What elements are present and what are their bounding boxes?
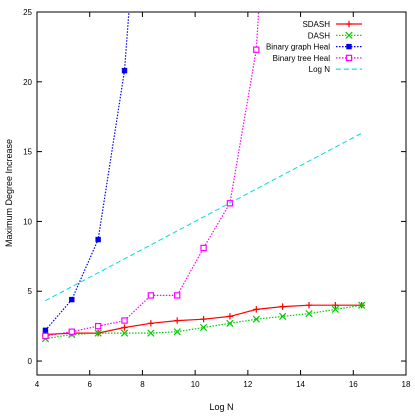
data-point <box>279 303 286 310</box>
y-tick-label: 15 <box>23 148 32 157</box>
data-point <box>253 306 260 313</box>
data-point <box>121 317 128 324</box>
x-tick-label: 8 <box>140 380 145 389</box>
series-line <box>44 12 130 331</box>
legend-label: Binary tree Heal <box>273 54 331 63</box>
legend-label: Binary graph Heal <box>266 43 330 52</box>
data-point <box>200 244 207 252</box>
data-point <box>147 329 155 337</box>
data-point <box>69 296 75 303</box>
data-point <box>120 329 129 337</box>
data-point <box>226 313 234 320</box>
data-point <box>200 315 207 323</box>
x-tick-label: 6 <box>87 380 92 389</box>
data-point <box>174 292 181 299</box>
data-point <box>121 67 128 74</box>
data-point <box>305 301 313 309</box>
data-point <box>174 317 181 324</box>
legend-label: Log N <box>309 65 331 74</box>
series-4 <box>45 132 362 302</box>
series-0 <box>42 301 365 338</box>
data-point <box>68 328 75 335</box>
data-point <box>199 323 208 332</box>
series-layer <box>41 12 366 343</box>
data-point <box>305 309 313 318</box>
data-point <box>252 315 260 323</box>
series-3 <box>42 12 260 340</box>
y-tick-label: 10 <box>23 217 32 226</box>
series-line <box>45 12 260 337</box>
data-point <box>42 332 49 340</box>
data-point <box>331 305 339 314</box>
data-point <box>279 312 287 320</box>
series-2 <box>42 12 130 334</box>
legend-entry: DASH <box>308 31 362 40</box>
y-tick-label: 5 <box>28 287 33 296</box>
x-tick-label: 18 <box>402 380 411 389</box>
x-tick-label: 10 <box>191 380 200 389</box>
plot-frame <box>36 11 407 376</box>
data-point <box>95 236 101 243</box>
legend-entry: Binary tree Heal <box>273 54 362 63</box>
data-point <box>94 329 102 337</box>
data-point <box>332 301 339 309</box>
y-tick-label: 25 <box>23 8 32 17</box>
data-point <box>226 319 234 327</box>
data-point <box>121 324 128 331</box>
legend-marker <box>346 43 352 50</box>
legend-marker <box>345 31 353 39</box>
x-axis-label: Log N <box>209 402 233 412</box>
y-axis-label: Maximum Degree Increase <box>4 139 14 247</box>
y-tick-label: 0 <box>28 357 33 366</box>
legend-entry: Binary graph Heal <box>266 43 362 52</box>
legend-entry: SDASH <box>302 20 362 29</box>
data-point <box>42 327 49 334</box>
x-tick-label: 16 <box>349 380 358 389</box>
legend-label: SDASH <box>302 20 330 29</box>
legend-label: DASH <box>308 31 330 40</box>
data-point <box>94 322 102 330</box>
data-point <box>147 320 155 327</box>
x-tick-label: 4 <box>35 380 40 389</box>
data-point <box>253 46 260 53</box>
data-point <box>173 328 181 336</box>
x-tick-label: 12 <box>243 380 252 389</box>
y-tick-label: 20 <box>23 78 32 87</box>
data-point <box>147 292 155 299</box>
data-point <box>358 301 366 309</box>
axis-ticks: 4 6 8 10 12 14 16 18 0 5 10 15 20 25 <box>23 8 411 389</box>
legend: SDASH DASH Binary graph Heal Binary tree He… <box>266 20 362 74</box>
x-tick-label: 14 <box>296 380 305 389</box>
legend-entry: Log N <box>309 65 362 74</box>
series-line <box>45 132 362 302</box>
legend-marker <box>345 54 353 62</box>
legend-marker <box>345 20 353 28</box>
